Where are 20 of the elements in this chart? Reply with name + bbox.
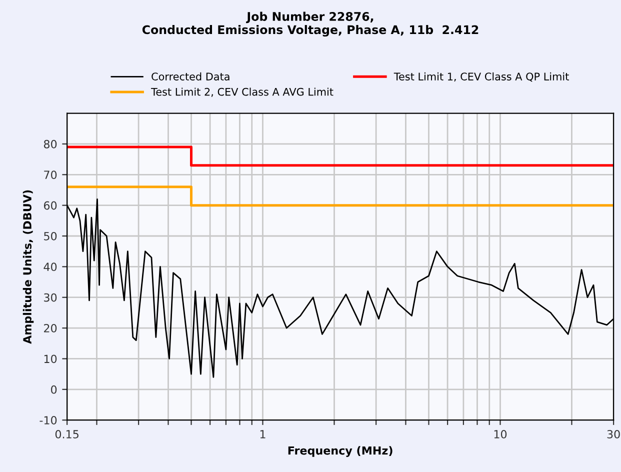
- x-tick-label: 10: [494, 430, 507, 438]
- y-tick-label: 30: [44, 293, 57, 302]
- y-tick-label: 70: [44, 170, 57, 180]
- y-tick-label: 20: [44, 324, 57, 332]
- x-tick-label: 1: [260, 430, 266, 438]
- chart-title: Job Number 22876, Conducted Emissions Voltage, Phase A, 11b 2.412: [142, 12, 478, 37]
- legend-label: Corrected Data: [152, 72, 230, 80]
- y-tick-label: 50: [44, 232, 57, 240]
- y-tick-label: 0: [51, 385, 57, 394]
- x-tick-label: 30: [607, 430, 620, 438]
- x-axis-title: Frequency (MHz): [288, 446, 392, 457]
- legend-label: Test Limit 2, CEV Class A AVG Limit: [151, 88, 334, 97]
- y-tick-label: 80: [44, 140, 57, 148]
- legend-label: Test Limit 1, CEV Class A QP Limit: [394, 72, 569, 82]
- y-tick-label: -10: [40, 416, 57, 424]
- y-axis-title: Amplitude Units, (DBUV): [22, 190, 34, 344]
- y-tick-label: 60: [44, 201, 57, 210]
- y-tick-label: 10: [44, 354, 57, 364]
- y-tick-label: 40: [44, 262, 57, 272]
- x-tick-label: 0.15: [55, 430, 78, 438]
